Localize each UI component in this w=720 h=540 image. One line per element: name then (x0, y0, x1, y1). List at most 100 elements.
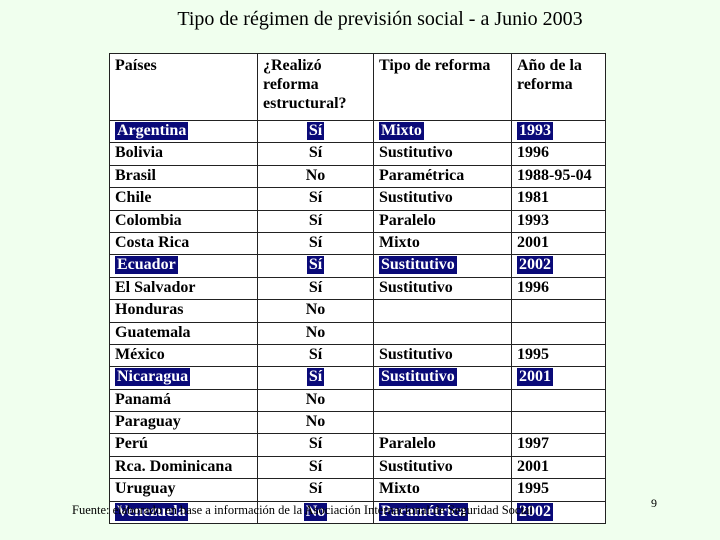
type-cell: Sustitutivo (373, 455, 512, 480)
year-cell: 2002 (511, 254, 606, 278)
type-cell-text: Sustitutivo (379, 368, 457, 387)
header-reforma-estructural: ¿Realizó reforma estructural? (257, 53, 374, 121)
table-row: Nicaragua Sí Sustitutivo 2001 (109, 366, 606, 390)
type-cell-text: Sustitutivo (379, 457, 453, 475)
table-row: Paraguay No (109, 411, 606, 435)
country-cell-text: Perú (115, 435, 148, 453)
reform-cell: Sí (257, 433, 374, 457)
type-cell (373, 321, 512, 345)
country-cell-text: Brasil (115, 166, 156, 184)
year-cell-text: 1996 (517, 144, 549, 162)
table-row: Guatemala No (109, 321, 606, 345)
year-cell-text: 1995 (517, 345, 549, 363)
country-cell: Chile (109, 187, 258, 211)
year-cell-text: 2001 (517, 233, 549, 251)
country-cell-text: Rca. Dominicana (115, 457, 233, 475)
year-cell-text: 1993 (517, 122, 553, 140)
year-cell-text: 1997 (517, 435, 549, 453)
year-cell: 1988-95-04 (511, 164, 606, 189)
year-cell-text: 1995 (517, 480, 549, 498)
country-cell: Guatemala (109, 321, 258, 345)
country-cell-text: Venezuela (115, 502, 188, 521)
reform-cell-text: No (305, 390, 326, 408)
type-cell-text: Paramétrica (379, 166, 465, 184)
table-row: Colombia Sí Paralelo 1993 (109, 209, 606, 233)
reform-cell-text: Sí (308, 480, 323, 498)
country-cell: Paraguay (109, 411, 258, 435)
reform-cell-text: Sí (308, 189, 323, 207)
reform-cell-text: No (305, 301, 326, 319)
type-cell: Sustitutivo (373, 187, 512, 211)
country-cell: Costa Rica (109, 231, 258, 256)
year-cell: 2001 (511, 366, 606, 390)
reform-cell-text: No (305, 323, 326, 341)
country-cell-text: Bolivia (115, 144, 164, 162)
country-cell-text: Colombia (115, 211, 182, 229)
table-row: El Salvador Sí Sustitutivo 1996 (109, 276, 606, 301)
table-row: Uruguay Sí Mixto 1995 (109, 478, 606, 502)
year-cell: 1996 (511, 276, 606, 301)
type-cell: Sustitutivo (373, 366, 512, 390)
year-cell (511, 299, 606, 323)
country-cell-text: Paraguay (115, 413, 181, 431)
reform-cell: No (257, 388, 374, 413)
reform-cell-text: Sí (308, 435, 323, 453)
reform-cell-text: Sí (308, 211, 323, 229)
country-cell: Uruguay (109, 478, 258, 502)
country-cell: Argentina (109, 119, 258, 144)
country-cell-text: Panamá (115, 390, 171, 408)
year-cell-text: 2001 (517, 457, 549, 475)
reform-cell-text: Sí (306, 368, 325, 387)
type-cell (373, 411, 512, 435)
type-cell: Paralelo (373, 209, 512, 233)
country-cell-text: El Salvador (115, 278, 196, 296)
type-cell-text: Sustitutivo (379, 189, 453, 207)
table-row: Panamá No (109, 388, 606, 413)
year-cell: 1993 (511, 119, 606, 144)
country-cell: Colombia (109, 209, 258, 233)
header-paises: Países (109, 53, 258, 121)
type-cell-text: Sustitutivo (379, 278, 453, 296)
country-cell-text: Argentina (115, 122, 189, 140)
year-cell (511, 411, 606, 435)
type-cell-text: Mixto (379, 233, 420, 251)
type-cell-text: Paramétrica (379, 502, 469, 521)
table-row: Rca. Dominicana Sí Sustitutivo 2001 (109, 455, 606, 480)
reform-cell-text: Sí (308, 345, 323, 363)
country-cell: Venezuela (109, 500, 258, 525)
year-cell: 2001 (511, 455, 606, 480)
table-row: Chile Sí Sustitutivo 1981 (109, 187, 606, 211)
type-cell: Paramétrica (373, 164, 512, 189)
year-cell-text: 1996 (517, 278, 549, 296)
country-cell-text: Uruguay (115, 480, 176, 498)
year-cell-text: 2002 (517, 256, 553, 275)
table-row: Bolivia Sí Sustitutivo 1996 (109, 142, 606, 166)
reform-cell: Sí (257, 478, 374, 502)
type-cell-text: Mixto (379, 480, 420, 498)
page-title: Tipo de régimen de previsión social - a … (177, 8, 583, 30)
table-row: Perú Sí Paralelo 1997 (109, 433, 606, 457)
year-cell: 2002 (511, 500, 606, 525)
year-cell: 1995 (511, 343, 606, 368)
reform-cell: No (257, 299, 374, 323)
country-cell: Bolivia (109, 142, 258, 166)
country-cell: Honduras (109, 299, 258, 323)
year-cell (511, 388, 606, 413)
country-cell: El Salvador (109, 276, 258, 301)
reform-cell: Sí (257, 209, 374, 233)
type-cell: Mixto (373, 119, 512, 144)
reform-cell: No (257, 164, 374, 189)
table-row: Venezuela No Paramétrica 2002 (109, 500, 606, 525)
table-row: Brasil No Paramétrica 1988-95-04 (109, 164, 606, 189)
type-cell: Sustitutivo (373, 343, 512, 368)
country-cell: Rca. Dominicana (109, 455, 258, 480)
type-cell: Sustitutivo (373, 142, 512, 166)
reform-cell: No (257, 500, 374, 525)
reform-cell: Sí (257, 276, 374, 301)
country-cell-text: Costa Rica (115, 233, 190, 251)
header-tipo-reforma: Tipo de reforma (373, 53, 512, 121)
reform-cell: Sí (257, 343, 374, 368)
reform-cell-text: Sí (308, 278, 323, 296)
country-cell: México (109, 343, 258, 368)
year-cell: 1996 (511, 142, 606, 166)
